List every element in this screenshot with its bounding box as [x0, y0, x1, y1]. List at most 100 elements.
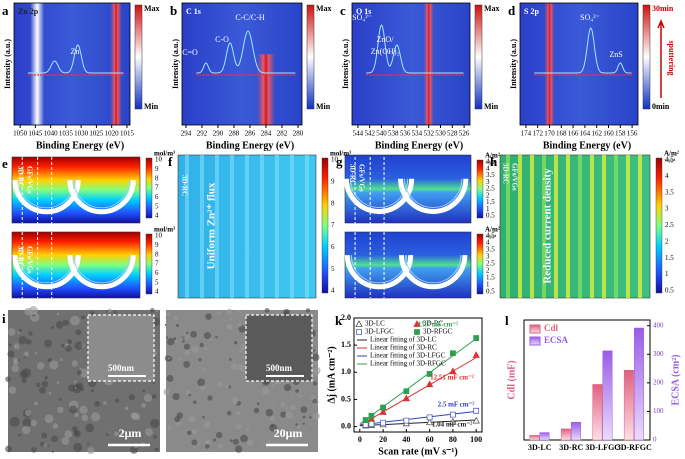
sem-grain	[312, 381, 318, 386]
x-tick-label: 20	[379, 435, 387, 444]
plot-frame	[519, 2, 639, 126]
sem-grain	[30, 312, 40, 322]
sem-grain	[5, 376, 11, 383]
colorbar-label: Min	[484, 102, 499, 111]
colorbar-label: Max	[144, 4, 160, 13]
colorbar-tick: 3.5	[665, 188, 674, 196]
data-point	[425, 418, 434, 426]
colorbar-tick: 1	[486, 281, 490, 289]
sem-grain	[186, 430, 192, 436]
sem-grain	[57, 312, 60, 316]
colorbar	[476, 233, 484, 295]
current-stripe	[626, 155, 630, 298]
x-tick-label: 3D-LFGC	[585, 443, 620, 452]
flux-stripe	[200, 155, 204, 298]
x-tick-label: 538	[388, 130, 399, 138]
colorbar-scale: ×10⁴	[485, 160, 496, 166]
sem-grain	[19, 370, 28, 379]
sem-grain	[47, 444, 50, 447]
spectrum-curve	[366, 24, 464, 74]
sem-grain	[262, 442, 266, 445]
colorbar-tick: 4	[665, 172, 669, 180]
x-tick-label: 526	[459, 130, 470, 138]
colorbar-tick: 9	[155, 165, 159, 173]
panel-letter: i	[2, 311, 6, 326]
y-tick-label: 2.0	[341, 313, 351, 322]
flux-stripe	[305, 155, 309, 298]
sem-grain	[240, 343, 248, 351]
colorbar-tick: 5	[155, 202, 159, 210]
x-tick-label: 284	[261, 130, 272, 138]
sem-grain	[80, 315, 86, 320]
x-tick-label: 0	[358, 435, 362, 444]
x-tick-label: 532	[423, 130, 434, 138]
x-tick-label: 1050	[13, 130, 28, 138]
sem-grain	[270, 424, 274, 428]
sem-grain	[153, 434, 158, 439]
sem-grain	[295, 388, 299, 393]
legend-label: Linear fitting of 3D-RC	[370, 344, 437, 352]
sem-grain	[103, 401, 107, 405]
colorbar-tick: 5	[331, 265, 335, 273]
x-tick-label: 3D-RFGC	[617, 443, 652, 452]
flux-stripe	[275, 155, 279, 298]
colorbar-tick: 4	[155, 212, 159, 220]
sem-grain	[296, 424, 301, 430]
sem-grain	[188, 416, 196, 423]
sem-grain	[283, 383, 292, 392]
sem-grain	[44, 339, 53, 348]
colorbar-tick: 3	[665, 205, 669, 213]
panel-title: S 2p	[524, 7, 539, 16]
sem-grain	[151, 394, 157, 399]
legend-label: Linear fitting of 3D-RFGC	[370, 360, 446, 368]
legend-swatch	[529, 324, 541, 334]
data-point	[403, 417, 410, 424]
sem-grain	[245, 428, 250, 432]
colorbar-tick: 9	[331, 177, 335, 185]
x-tick-label: 1020	[105, 130, 120, 138]
sem-grain	[106, 432, 110, 436]
sem-grain	[265, 408, 274, 417]
y2-tick-label: 200	[653, 378, 664, 386]
bar	[560, 428, 571, 441]
sem-grain	[70, 315, 80, 326]
current-stripe	[602, 155, 606, 298]
sem-grain	[237, 322, 243, 328]
sem-grain	[8, 343, 12, 347]
data-point	[402, 394, 411, 402]
sem-grain	[285, 411, 293, 419]
colorbar-unit: A/m²	[485, 152, 500, 160]
data-point	[473, 407, 480, 414]
sem-grain	[256, 402, 260, 406]
sem-grain	[191, 345, 199, 354]
sem-grain	[25, 338, 32, 345]
sem-grain	[201, 367, 206, 372]
sem-grain	[49, 360, 59, 370]
colorbar-label: Max	[484, 4, 500, 13]
sem-grain	[300, 406, 308, 413]
peak-label: ZnS	[609, 50, 622, 59]
sem-grain	[291, 432, 299, 440]
colorbar-tick: 2.5	[665, 221, 674, 229]
sem-grain	[184, 349, 191, 356]
colorbar	[474, 4, 483, 110]
sem-grain	[152, 381, 155, 385]
sem-grain	[69, 405, 78, 414]
sem-grain	[191, 428, 197, 435]
sem-grain	[76, 370, 82, 376]
colorbar-tick: 1	[486, 205, 490, 213]
sem-grain	[41, 380, 49, 388]
electrode-arc	[67, 180, 136, 215]
colorbar-tick: 7	[155, 184, 159, 192]
sem-grain	[305, 308, 311, 313]
colorbar-tick: 4	[486, 239, 490, 247]
sem-grain	[312, 398, 318, 404]
y2-tick-label: 100	[653, 407, 664, 415]
sem-grain	[234, 445, 243, 453]
peak-label: C-C/C-H	[235, 13, 265, 22]
sem-grain	[57, 406, 64, 414]
sem-grain	[155, 309, 159, 313]
panel-letter: g	[336, 154, 343, 169]
sem-grain	[165, 311, 171, 317]
